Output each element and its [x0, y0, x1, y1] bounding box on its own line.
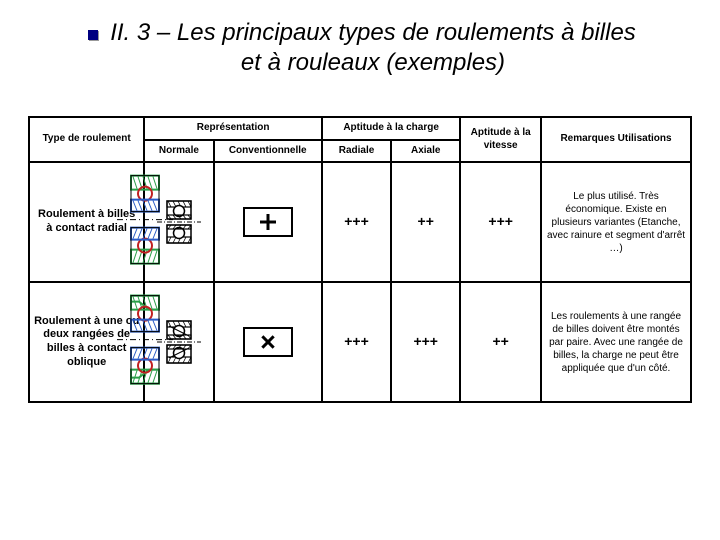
th-normale: Normale — [144, 140, 213, 163]
th-remarques: Remarques Utilisations — [541, 117, 691, 162]
row-label: Roulement à une ou deux rangées de bille… — [29, 282, 144, 402]
title-bullet — [88, 30, 98, 40]
cell-vitesse: +++ — [460, 162, 541, 282]
table-row: Roulement à billes à contact radial+++++… — [29, 162, 691, 282]
table-row: Roulement à une ou deux rangées de bille… — [29, 282, 691, 402]
th-radiale: Radiale — [322, 140, 391, 163]
cell-remarques: Les roulements à une rangée de billes do… — [541, 282, 691, 402]
th-representation: Représentation — [144, 117, 322, 140]
cell-radiale: +++ — [322, 282, 391, 402]
th-type: Type de roulement — [29, 117, 144, 162]
row-label: Roulement à billes à contact radial — [29, 162, 144, 282]
cell-radiale: +++ — [322, 162, 391, 282]
cell-conventionnelle — [214, 282, 322, 402]
th-conventionnelle: Conventionnelle — [214, 140, 322, 163]
cell-vitesse: ++ — [460, 282, 541, 402]
slide-title: II. 3 – Les principaux types de roulemen… — [108, 18, 638, 78]
bearing-color-drawing — [117, 292, 173, 393]
cell-axiale: +++ — [391, 282, 460, 402]
cell-remarques: Le plus utilisé. Très économique. Existe… — [541, 162, 691, 282]
slide-title-row: II. 3 – Les principaux types de roulemen… — [88, 18, 692, 78]
cell-conventionnelle — [214, 162, 322, 282]
bearing-color-drawing — [117, 172, 173, 273]
cell-axiale: ++ — [391, 162, 460, 282]
table-body: Roulement à billes à contact radial+++++… — [29, 162, 691, 402]
bearing-table: Type de roulement Représentation Aptitud… — [28, 116, 692, 403]
th-axiale: Axiale — [391, 140, 460, 163]
th-aptitude-charge: Aptitude à la charge — [322, 117, 460, 140]
th-aptitude-vitesse: Aptitude à la vitesse — [460, 117, 541, 162]
